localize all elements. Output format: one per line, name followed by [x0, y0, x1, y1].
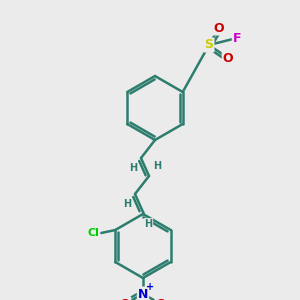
- Text: O: O: [214, 22, 224, 34]
- Text: H: H: [129, 163, 137, 173]
- Text: O: O: [156, 298, 166, 300]
- Text: S: S: [205, 38, 214, 52]
- Text: H: H: [153, 161, 161, 171]
- Text: +: +: [146, 282, 154, 292]
- Text: H: H: [123, 199, 131, 209]
- Text: F: F: [233, 32, 241, 44]
- Text: Cl: Cl: [87, 228, 99, 238]
- Text: H: H: [144, 219, 152, 229]
- Text: O: O: [120, 298, 130, 300]
- Text: N: N: [138, 287, 148, 300]
- Text: O: O: [223, 52, 233, 64]
